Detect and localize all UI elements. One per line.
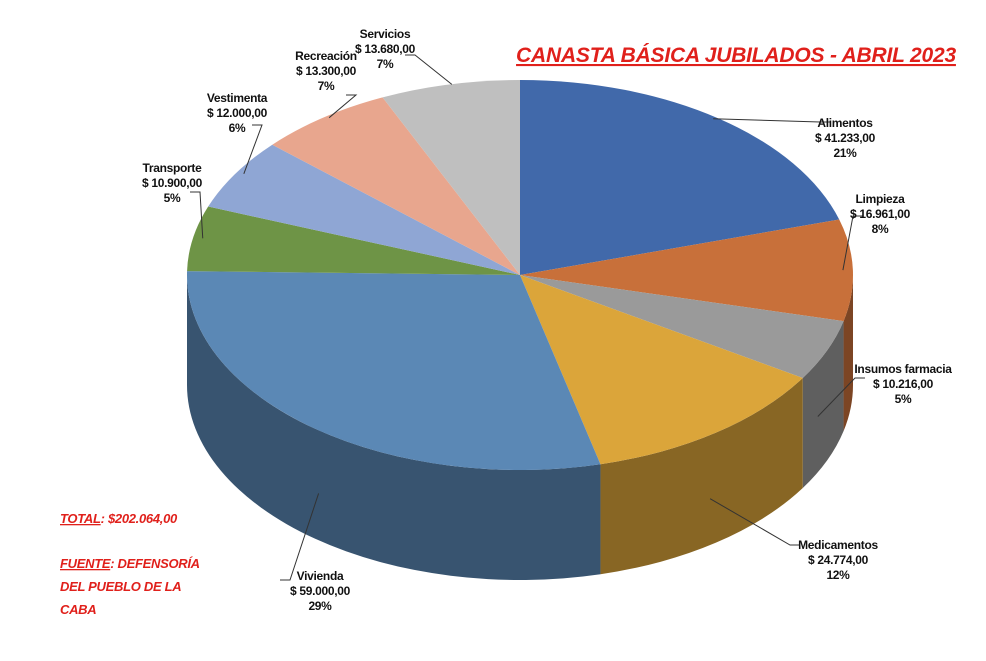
leader-line	[713, 118, 830, 123]
percent-label: 8%	[872, 222, 889, 236]
pie-slice	[272, 97, 520, 275]
total-text: : $202.064,00	[101, 511, 178, 526]
pie-slice	[520, 219, 853, 322]
total-note: TOTAL: $202.064,00	[60, 511, 178, 526]
value-label: $ 16.961,00	[850, 207, 911, 221]
value-label: $ 59.000,00	[290, 584, 351, 598]
slice-label: Vivienda	[297, 569, 344, 583]
value-label: $ 41.233,00	[815, 131, 876, 145]
slice-label: Alimentos	[817, 116, 873, 130]
pie-slice	[208, 144, 520, 275]
percent-label: 5%	[164, 191, 181, 205]
percent-label: 6%	[229, 121, 246, 135]
value-label: $ 24.774,00	[808, 553, 869, 567]
leader-line	[842, 215, 863, 271]
slice-label: Medicamentos	[798, 538, 878, 552]
leader-line	[243, 124, 263, 175]
total-label: TOTAL	[60, 511, 101, 526]
leader-line	[328, 94, 358, 119]
percent-label: 7%	[377, 57, 394, 71]
leader-line	[405, 54, 453, 85]
slice-label: Insumos farmacia	[854, 362, 952, 376]
pie-side	[843, 275, 853, 432]
pie-slice	[520, 275, 803, 465]
slice-label: Transporte	[142, 161, 202, 175]
value-label: $ 13.300,00	[296, 64, 357, 78]
source-line: : DEFENSORÍA	[110, 556, 200, 571]
pie-slice	[187, 206, 520, 275]
pie-slice	[382, 80, 520, 275]
leader-line	[280, 493, 320, 581]
chart-title: CANASTA BÁSICA JUBILADOS - ABRIL 2023	[516, 44, 956, 67]
pie-side	[600, 377, 803, 575]
source-note: FUENTE: DEFENSORÍA	[60, 556, 200, 571]
percent-label: 12%	[826, 568, 850, 582]
source-line: CABA	[60, 602, 96, 617]
pie-side	[187, 275, 601, 581]
slice-label: Limpieza	[856, 192, 906, 206]
source-line: DEL PUEBLO DE LA	[60, 579, 181, 594]
leader-line	[709, 498, 800, 546]
leader-line	[190, 191, 204, 239]
percent-label: 7%	[318, 79, 335, 93]
source-label: FUENTE	[60, 556, 111, 571]
pie-slice	[187, 271, 601, 470]
value-label: $ 10.216,00	[873, 377, 934, 391]
leader-line	[817, 377, 865, 417]
value-label: $ 12.000,00	[207, 106, 268, 120]
value-label: $ 13.680,00	[355, 42, 416, 56]
pie-side	[802, 321, 844, 488]
value-label: $ 10.900,00	[142, 176, 203, 190]
slice-label: Servicios	[360, 27, 411, 41]
slice-label: Vestimenta	[207, 91, 268, 105]
pie-slice	[520, 275, 844, 378]
pie-slice	[520, 80, 840, 275]
percent-label: 5%	[895, 392, 912, 406]
percent-label: 29%	[308, 599, 332, 613]
slice-label: Recreación	[295, 49, 357, 63]
percent-label: 21%	[833, 146, 857, 160]
